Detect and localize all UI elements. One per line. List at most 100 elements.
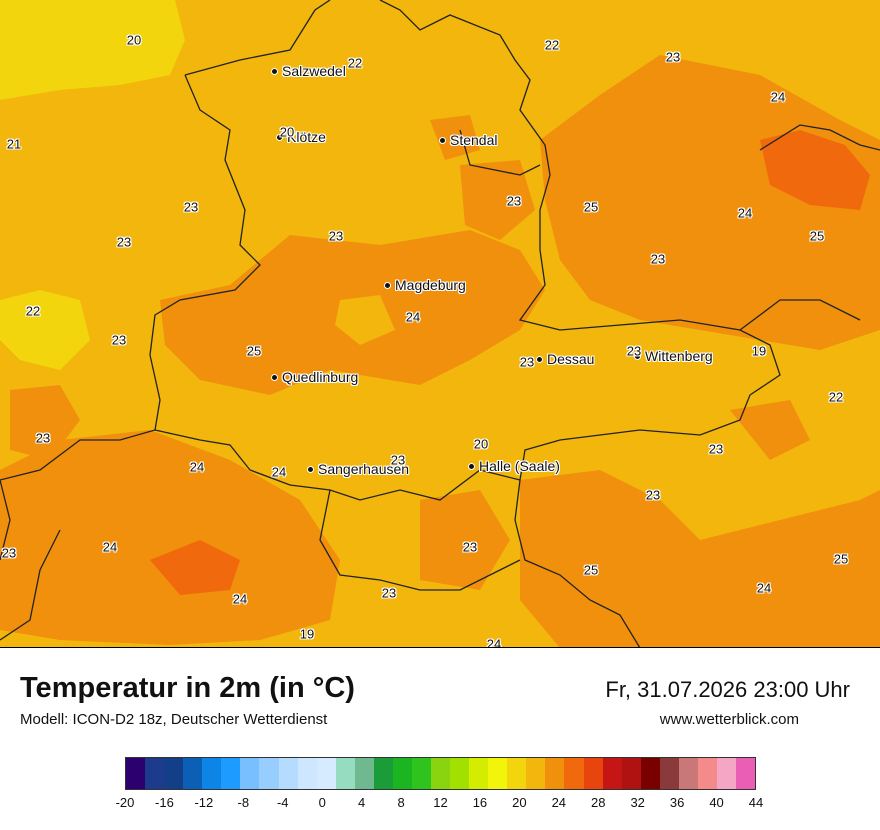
legend-tick-label: 24 [551,795,567,810]
legend-tick-label: -8 [237,795,250,810]
temperature-value: 25 [809,228,825,244]
model-source: Modell: ICON-D2 18z, Deutscher Wetterdie… [20,711,328,728]
temperature-value: 22 [25,303,41,319]
legend-swatch [297,758,317,789]
temperature-value: 20 [473,436,489,452]
legend-tick-label: 32 [630,795,645,810]
temperature-value: 25 [246,343,262,359]
temperature-value: 23 [665,49,681,65]
city-marker: Quedlinburg [271,369,358,385]
city-label: Salzwedel [282,63,346,79]
legend-swatch [259,758,279,789]
legend-swatch [621,758,641,789]
legend-swatch [602,758,622,789]
temperature-value: 23 [111,332,127,348]
legend-tick-label: 0 [318,795,326,810]
legend-tick-label: 40 [709,795,724,810]
legend-swatch [640,758,660,789]
legend-swatch [507,758,527,789]
legend-swatch [145,758,165,789]
city-label: Halle (Saale) [479,458,560,474]
legend-swatch [431,758,451,789]
legend-swatch [411,758,431,789]
city-marker: Klötze [276,129,326,145]
temperature-value: 23 [626,343,642,359]
city-dot [276,133,283,141]
temperature-value: 24 [189,459,205,475]
legend-swatch [736,758,756,789]
temperature-value: 24 [756,580,772,596]
temperature-value: 24 [405,309,421,325]
legend-tick-label: 4 [358,795,366,810]
city-dot [468,462,475,470]
city-dot [271,373,278,381]
legend-tick-label: -16 [155,795,174,810]
temperature-value: 20 [126,32,142,48]
map-shapes [0,0,880,647]
legend-swatch [373,758,393,789]
legend-tick-label: 12 [433,795,448,810]
legend-swatch [221,758,241,789]
temperature-value: 23 [328,228,344,244]
city-marker: Magdeburg [384,277,466,293]
city-marker: Dessau [536,351,594,367]
legend-tick-label: 20 [512,795,527,810]
color-legend-ticks: -20 -16 -12 -8 -4 0 4 8 12 16 20 24 28 32 36 40 44 [116,795,764,813]
temperature-value: 25 [833,551,849,567]
temperature-value: 23 [116,234,132,250]
legend-swatch [564,758,584,789]
temperature-value: 24 [102,539,118,555]
legend-tick-label: 28 [591,795,606,810]
temperature-value: 24 [232,591,248,607]
temperature-map: Salzwedel Klötze Stendal Magdeburg Dessa… [0,0,880,648]
temperature-value: 25 [583,199,599,215]
legend-swatch [126,758,146,789]
city-dot [536,355,543,363]
city-dot [439,136,446,144]
legend-tick-label: 8 [397,795,405,810]
city-label: Klötze [287,129,326,145]
temperature-value: 22 [544,37,560,53]
temperature-value: 19 [751,343,767,359]
legend-swatch [583,758,603,789]
legend-swatch [354,758,374,789]
legend-tick-label: 44 [748,795,764,810]
legend-swatch [183,758,203,789]
city-label: Magdeburg [395,277,466,293]
map-title: Temperatur in 2m (in °C) [20,672,355,704]
legend-swatch [202,758,222,789]
city-marker: Halle (Saale) [468,458,560,474]
temperature-value: 19 [299,626,315,642]
city-label: Dessau [547,351,595,367]
legend-swatch [659,758,679,789]
temperature-value: 20 [279,124,295,140]
temperature-value: 23 [506,193,522,209]
temperature-value: 23 [650,251,666,267]
city-dot [271,67,278,75]
city-marker: Stendal [439,132,497,148]
legend-swatch [335,758,355,789]
temperature-value: 23 [708,441,724,457]
city-dot [634,352,641,360]
legend-swatch [450,758,470,789]
temperature-value: 22 [347,55,363,71]
website-link[interactable]: www.wetterblick.com [659,711,799,728]
temperature-value: 23 [183,199,199,215]
city-label: Stendal [450,132,498,148]
legend-swatch [392,758,412,789]
legend-swatch [240,758,260,789]
temperature-value: 25 [583,562,599,578]
temperature-value: 22 [828,389,844,405]
temperature-value: 24 [770,89,786,105]
legend-tick-label: -4 [276,795,289,810]
color-legend-bar [125,757,756,790]
temperature-value: 24 [486,636,502,648]
legend-swatch [278,758,298,789]
temperature-value: 23 [1,545,17,561]
temperature-value: 23 [645,487,661,503]
legend-tick-label: -20 [115,795,135,810]
temperature-value: 24 [271,464,287,480]
city-label: Sangerhausen [318,461,410,477]
legend-swatch [488,758,508,789]
city-label: Quedlinburg [282,369,359,385]
